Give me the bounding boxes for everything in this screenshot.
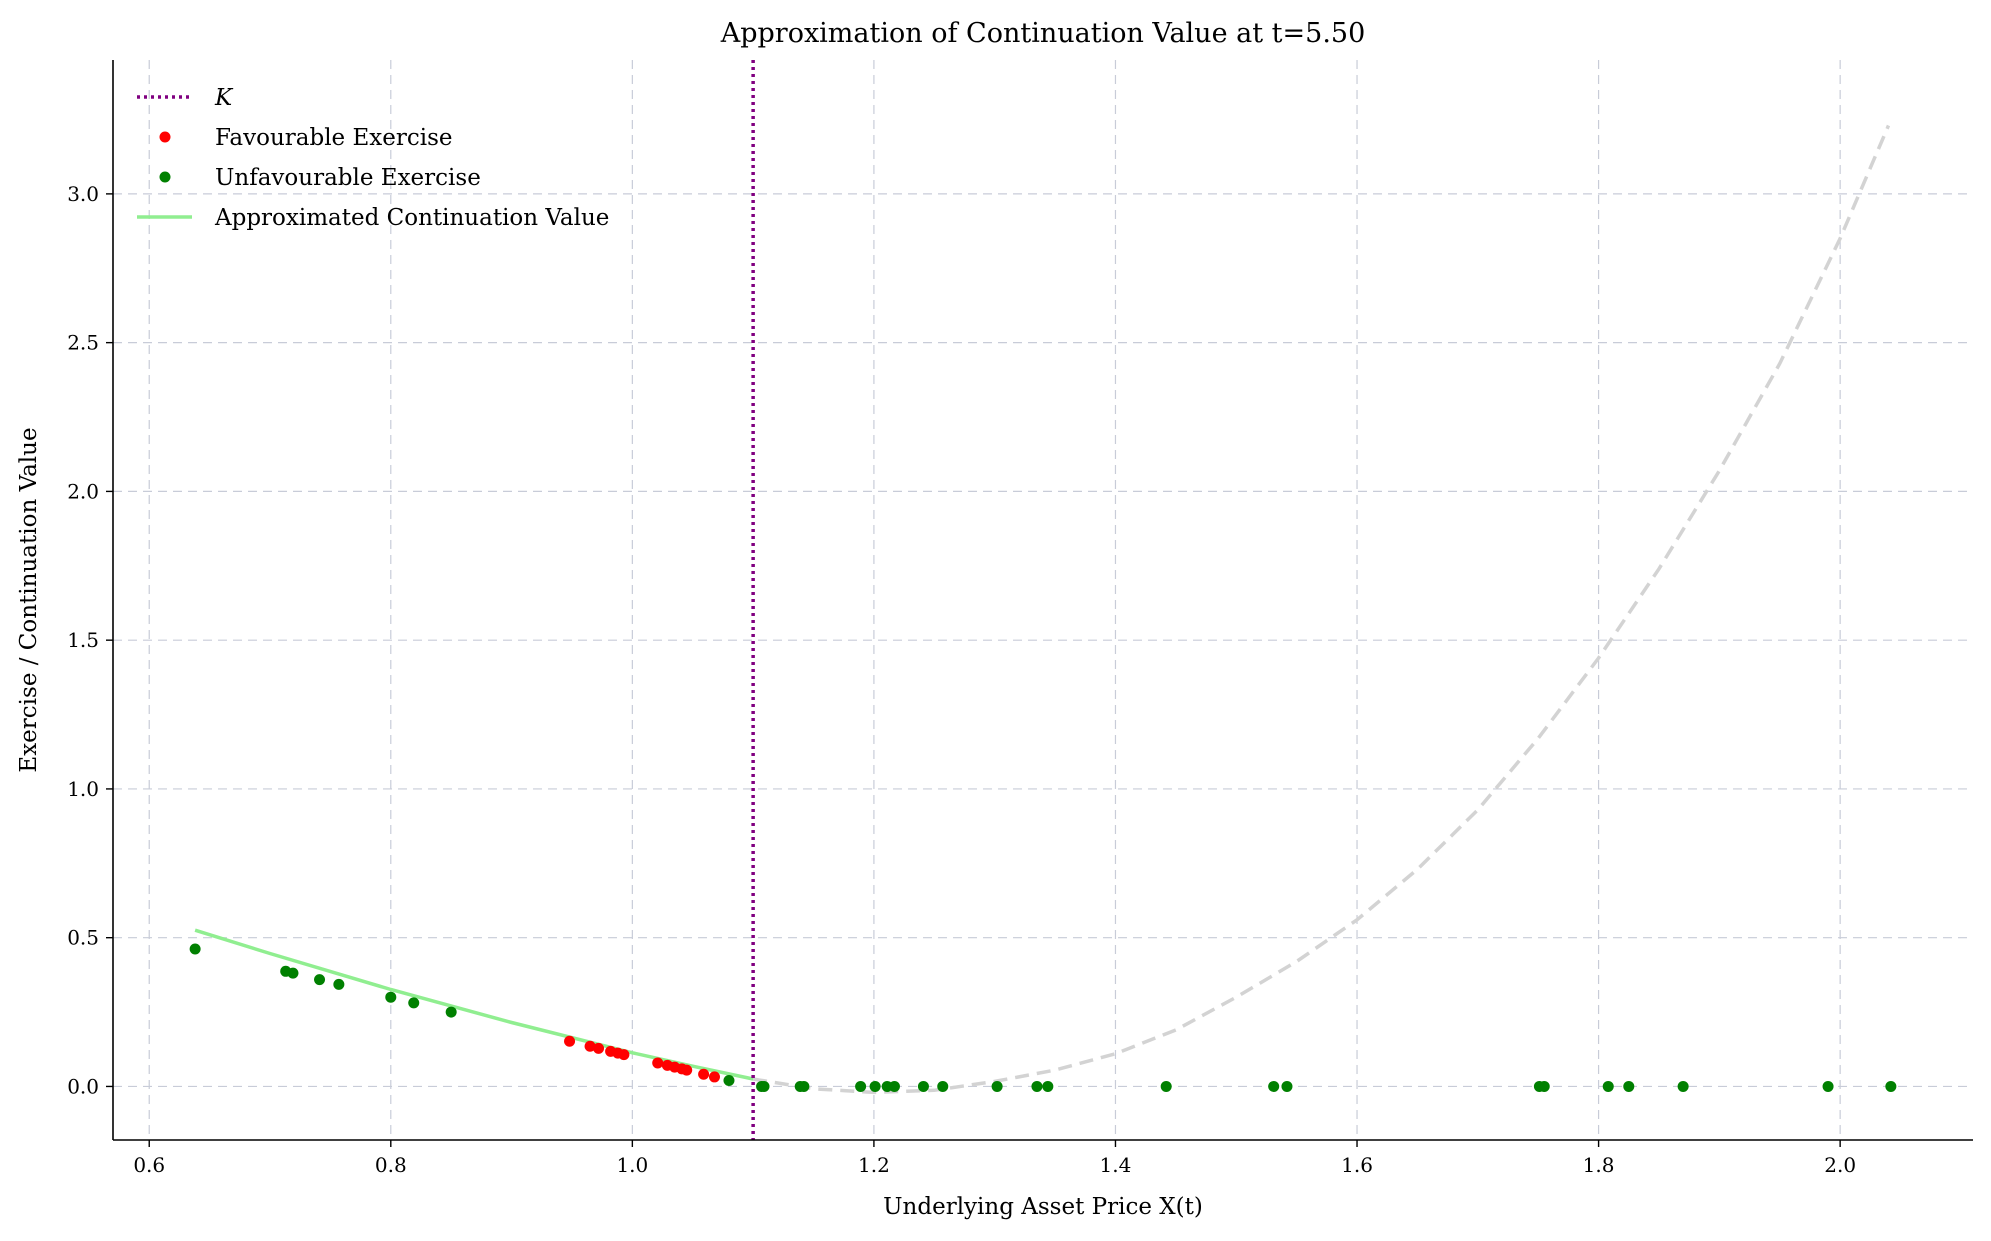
unfavourable-point — [1538, 1080, 1550, 1092]
unfavourable-point — [855, 1080, 867, 1092]
favourable-point — [593, 1042, 605, 1054]
x-tick-label: 2.0 — [1824, 1153, 1856, 1177]
y-tick-label: 1.5 — [67, 628, 99, 652]
legend-favourable-label: Favourable Exercise — [215, 125, 453, 151]
unfavourable-point — [385, 991, 397, 1003]
data-layer — [189, 60, 1897, 1140]
y-tick-label: 1.0 — [67, 777, 99, 801]
unfavourable-point — [869, 1080, 881, 1092]
x-axis-label: Underlying Asset Price X(t) — [883, 1194, 1203, 1220]
y-tick-label: 0.0 — [67, 1074, 99, 1098]
y-tick-label: 3.0 — [67, 182, 99, 206]
unfavourable-point — [758, 1080, 770, 1092]
chart-title: Approximation of Continuation Value at t… — [720, 18, 1366, 49]
x-tick-label: 1.2 — [858, 1153, 890, 1177]
unfavourable-point — [1623, 1080, 1635, 1092]
unfavourable-point — [1602, 1080, 1614, 1092]
favourable-point — [708, 1071, 720, 1083]
unfavourable-point — [798, 1080, 810, 1092]
unfavourable-point — [723, 1074, 735, 1086]
unfavourable-point — [1822, 1080, 1834, 1092]
favourable-point — [652, 1057, 664, 1069]
favourable-point — [698, 1068, 710, 1080]
x-tick-label: 0.6 — [133, 1153, 165, 1177]
extrapolated-continuation-line — [752, 124, 1891, 1095]
unfavourable-point — [1885, 1080, 1897, 1092]
y-tick-label: 2.5 — [67, 331, 99, 355]
x-tick-label: 0.8 — [375, 1153, 407, 1177]
continuation-value-line — [194, 928, 754, 1081]
axes-layer: 0.6 0.8 1.0 1.2 1.4 1.6 1.8 2.0 0.0 0.5 1.0 1.5 2.0 2… — [67, 60, 1973, 1177]
unfavourable-point — [917, 1080, 929, 1092]
x-tick-label: 1.0 — [616, 1153, 648, 1177]
y-axis-label: Exercise / Continuation Value — [16, 427, 42, 772]
unfavourable-point — [314, 974, 326, 986]
unfavourable-point — [189, 943, 201, 955]
legend-unfavourable-swatch — [159, 171, 171, 183]
unfavourable-point — [1268, 1080, 1280, 1092]
legend: K Favourable Exercise Unfavourable Exerc… — [137, 85, 609, 231]
favourable-point — [618, 1049, 630, 1061]
x-tick-label: 1.6 — [1341, 1153, 1373, 1177]
unfavourable-point — [408, 997, 420, 1009]
unfavourable-point — [888, 1080, 900, 1092]
legend-unfavourable-label: Unfavourable Exercise — [215, 165, 481, 191]
favourable-point — [564, 1035, 576, 1047]
unfavourable-point — [991, 1080, 1003, 1092]
unfavourable-point — [1031, 1080, 1043, 1092]
y-tick-label: 2.0 — [67, 479, 99, 503]
unfavourable-point — [445, 1006, 457, 1018]
unfavourable-point — [1042, 1080, 1054, 1092]
unfavourable-point — [1677, 1080, 1689, 1092]
unfavourable-point — [287, 967, 299, 979]
unfavourable-point — [1281, 1080, 1293, 1092]
x-tick-label: 1.8 — [1583, 1153, 1615, 1177]
legend-favourable-swatch — [159, 131, 171, 143]
x-tick-label: 1.4 — [1100, 1153, 1132, 1177]
grid-layer — [113, 60, 1973, 1140]
legend-strike-label: K — [214, 85, 234, 111]
favourable-point — [681, 1064, 693, 1076]
favourable-point — [584, 1040, 596, 1052]
unfavourable-point — [333, 978, 345, 990]
y-tick-label: 0.5 — [67, 926, 99, 950]
legend-continuation-label: Approximated Continuation Value — [214, 205, 609, 231]
unfavourable-point — [937, 1080, 949, 1092]
unfavourable-point — [1160, 1080, 1172, 1092]
